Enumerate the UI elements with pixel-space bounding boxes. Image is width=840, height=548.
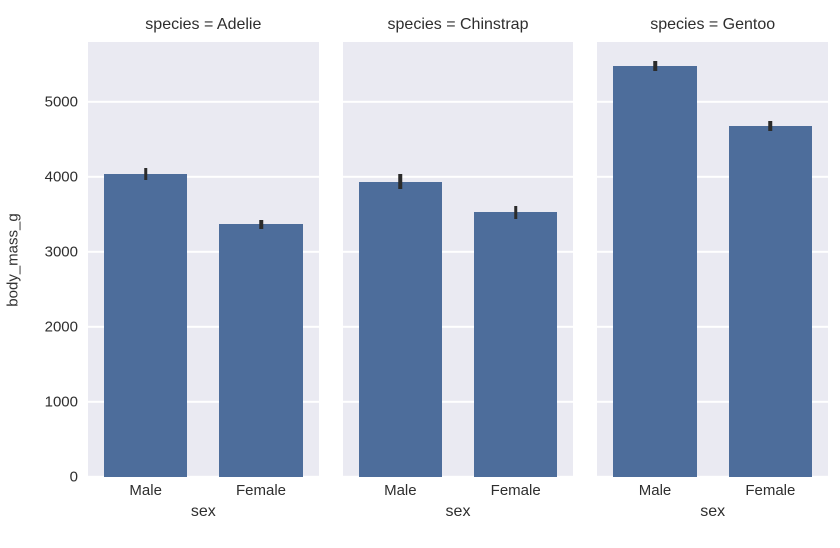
y-tick-label: 0 — [69, 468, 78, 486]
gridline — [88, 251, 319, 253]
x-tick-label: Male — [129, 482, 162, 499]
bar-female — [219, 224, 303, 477]
x-axis-label: sex — [190, 503, 216, 520]
gridline — [88, 176, 319, 178]
x-tick-label: Female — [745, 482, 796, 499]
bar-male — [358, 181, 442, 477]
gridline — [597, 251, 829, 253]
error-bar — [259, 219, 263, 229]
x-axis-label: sex — [445, 503, 471, 520]
x-axis-label: sex — [700, 503, 726, 520]
error-bar — [653, 60, 657, 71]
facet: species = Chinstrap Male Female sex — [342, 6, 574, 548]
gridline — [342, 251, 574, 253]
bar-female — [728, 126, 812, 477]
error-bar — [143, 167, 148, 180]
facet-panel — [88, 42, 319, 477]
facet: species = Adelie Male Female sex — [88, 6, 319, 548]
gridline — [88, 401, 319, 403]
gridline — [342, 326, 574, 328]
gridline — [88, 101, 319, 103]
gridline — [597, 176, 829, 178]
x-tick-label: Male — [384, 482, 417, 499]
facet-title: species = Gentoo — [650, 16, 776, 33]
gridline — [597, 476, 829, 477]
x-tick-label: Male — [638, 482, 672, 499]
gridline — [597, 326, 829, 328]
facet-title: species = Chinstrap — [387, 16, 529, 33]
y-tick-label: 2000 — [44, 318, 78, 336]
facet-panel — [342, 42, 574, 477]
facets: species = Adelie Male Female sex species … — [88, 6, 840, 548]
x-tick-label: Female — [490, 482, 541, 499]
bar-female — [474, 212, 558, 477]
y-tick-label: 1000 — [44, 393, 78, 411]
gridline — [342, 101, 574, 103]
gridline — [342, 176, 574, 178]
bar-male — [104, 173, 188, 477]
y-tick-label: 4000 — [44, 168, 78, 186]
error-bar — [513, 205, 518, 220]
gridline — [88, 326, 319, 328]
error-bar — [398, 173, 403, 190]
gridline — [597, 101, 829, 103]
x-ticks: Male Female — [343, 477, 574, 503]
facet-panel — [597, 42, 829, 477]
y-tick-label: 3000 — [44, 243, 78, 261]
y-ticks: 0 1000 2000 3000 4000 5000 — [0, 42, 88, 485]
gridline — [88, 476, 319, 477]
gridline — [342, 401, 574, 403]
gridline — [597, 401, 829, 403]
facet-title: species = Adelie — [145, 16, 262, 33]
error-bar — [768, 120, 773, 132]
facet: species = Gentoo Male Female sex — [597, 6, 829, 548]
x-ticks: Male Female — [597, 477, 828, 503]
gridline — [342, 476, 574, 477]
bar-male — [613, 65, 697, 477]
x-tick-label: Female — [235, 482, 287, 499]
x-ticks: Male Female — [88, 477, 319, 503]
y-tick-label: 5000 — [44, 93, 78, 111]
y-axis: body_mass_g 0 1000 2000 3000 4000 5000 — [0, 6, 88, 548]
